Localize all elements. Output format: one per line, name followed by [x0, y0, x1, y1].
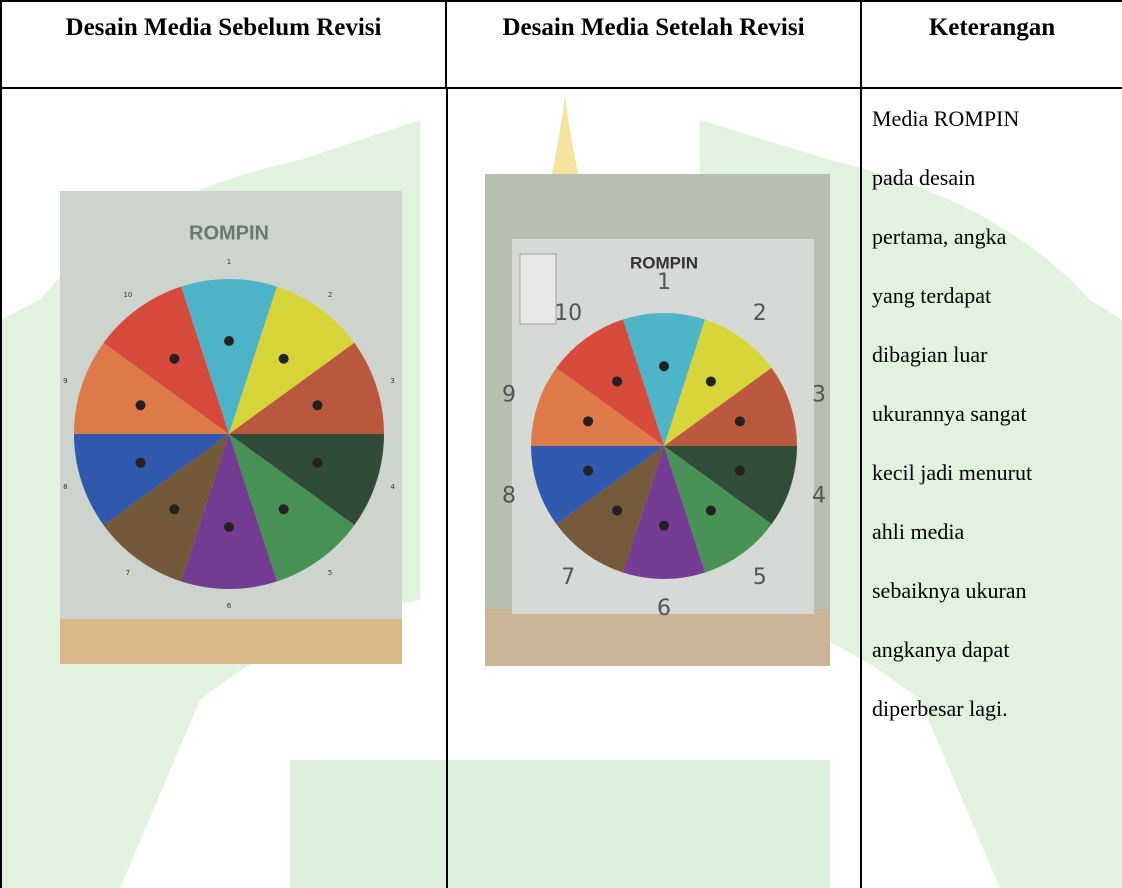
note-line: dibagian luar — [872, 342, 988, 367]
wheel-slice — [229, 342, 384, 434]
wheel-number: 10 — [554, 301, 582, 326]
images-cell: 1 2 3 4 5 6 7 8 9 10 ROMPIN 1 2 3 4 5 6 7 8 9 10 ROMPIN — [0, 87, 862, 888]
note-line: kecil jadi menurut — [872, 460, 1033, 485]
wheel-slice — [103, 434, 229, 582]
wheel-number: 5 — [753, 565, 767, 590]
board-title: ROMPIN — [189, 222, 269, 244]
hole — [659, 520, 669, 531]
wheel-number: 1 — [657, 270, 671, 295]
notes-cell: Media ROMPIN pada desain pertama, angka yan… — [860, 87, 1122, 888]
note-line: pertama, angka — [872, 224, 1007, 249]
hole — [734, 416, 745, 427]
wheel-number: 3 — [812, 383, 826, 408]
header-cell: Desain Media Setelah Revisi — [445, 0, 862, 89]
hole — [583, 465, 594, 476]
wheel-slice — [229, 286, 355, 434]
wheel-number: 5 — [328, 569, 332, 577]
floor — [485, 609, 830, 666]
hole — [705, 376, 716, 387]
hole — [135, 457, 146, 468]
wheel-number: 2 — [753, 301, 767, 326]
wheel-number: 6 — [657, 596, 671, 621]
wheel-slice — [181, 279, 277, 434]
wheel-slice — [74, 434, 229, 526]
header-cell: Desain Media Sebelum Revisi — [0, 0, 447, 89]
wheel-number: 4 — [812, 483, 826, 508]
wheel-number: 9 — [502, 383, 516, 408]
hole — [169, 504, 180, 515]
hole — [224, 522, 234, 532]
note-line: pada desain — [872, 165, 976, 190]
hole — [278, 353, 289, 364]
wheel-slice — [531, 367, 664, 446]
wheel-slice — [229, 434, 384, 526]
legend-card — [519, 253, 557, 325]
wheel-number: 6 — [227, 602, 232, 610]
wheel-number: 3 — [390, 377, 394, 385]
note-line: Media ROMPIN — [872, 106, 1020, 131]
wheel-slice — [664, 446, 797, 525]
wheel-number: 8 — [502, 483, 516, 508]
hole — [583, 416, 594, 427]
header-cell: Keterangan — [860, 0, 1122, 89]
hole — [659, 361, 669, 372]
wheel-slice — [103, 286, 229, 434]
wheel-number: 10 — [123, 291, 132, 299]
board-title: ROMPIN — [630, 253, 698, 272]
note-line: yang terdapat — [872, 283, 992, 308]
hole — [278, 504, 289, 515]
hole — [612, 376, 623, 387]
hole — [705, 505, 716, 516]
hole — [312, 400, 323, 411]
note-line: ukurannya sangat — [872, 401, 1027, 426]
wheel-slice — [664, 446, 772, 573]
wheel-number: 9 — [63, 377, 67, 385]
wheel-slice — [622, 446, 706, 579]
hole — [612, 505, 623, 516]
wheel-slice — [74, 342, 229, 434]
note-line: ahli media — [872, 519, 965, 544]
hole — [169, 353, 180, 364]
wheel-slice — [556, 319, 664, 446]
wheel-number: 7 — [561, 565, 575, 590]
hole — [312, 457, 323, 468]
floor — [60, 619, 402, 664]
wheel-slice — [556, 446, 664, 573]
wheel-number: 4 — [390, 483, 395, 491]
wheel-slice — [664, 367, 797, 446]
wheel-slice — [664, 319, 772, 446]
note-line: diperbesar lagi. — [872, 696, 1008, 721]
wheel-number: 1 — [227, 258, 231, 266]
hole — [135, 400, 146, 411]
wheel-slice — [181, 434, 277, 589]
wheel-slice — [531, 446, 664, 525]
wheel-number: 2 — [328, 291, 332, 299]
note-line: sebaiknya ukuran — [872, 578, 1027, 603]
wheel-slice — [229, 434, 355, 582]
hole — [734, 465, 745, 476]
wheel-slice — [622, 313, 706, 446]
wheel-number: 7 — [126, 569, 130, 577]
note-line: angkanya dapat — [872, 637, 1010, 662]
hole — [224, 336, 234, 346]
wheel-number: 8 — [63, 483, 67, 491]
